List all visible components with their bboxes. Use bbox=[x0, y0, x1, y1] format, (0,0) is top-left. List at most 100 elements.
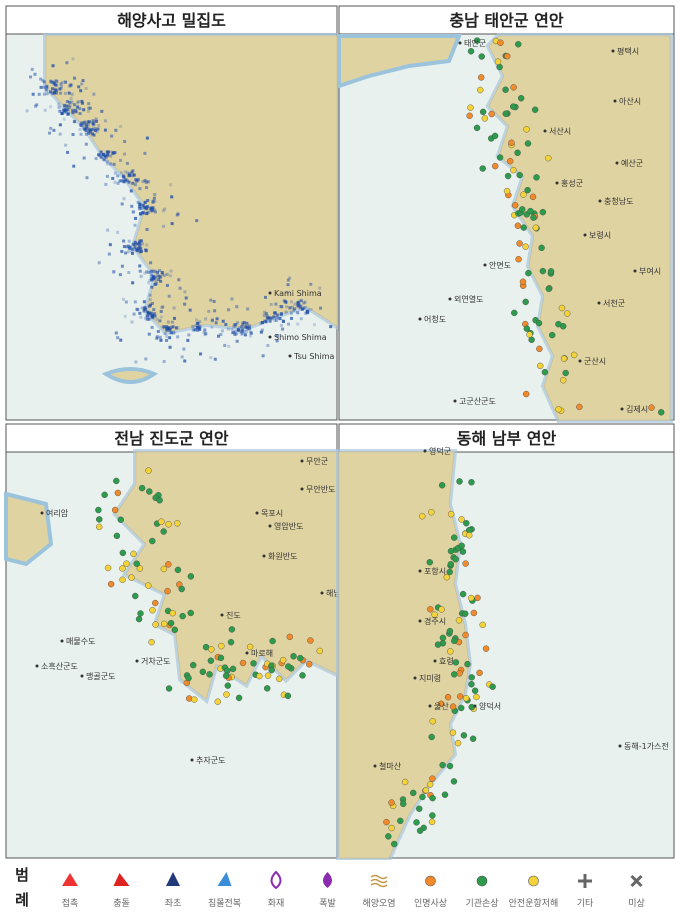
accident-density bbox=[148, 303, 152, 307]
accident-density bbox=[149, 311, 153, 315]
place-label: 여리암 bbox=[46, 508, 69, 518]
accident-marker bbox=[111, 506, 119, 514]
accident-marker bbox=[397, 817, 404, 825]
accident-marker bbox=[276, 675, 283, 683]
place-dot bbox=[320, 591, 324, 595]
accident-density bbox=[285, 305, 289, 309]
accident-marker bbox=[107, 580, 115, 588]
accident-density bbox=[58, 123, 62, 127]
accident-marker bbox=[477, 86, 484, 94]
legend-icon bbox=[578, 874, 592, 888]
accident-marker bbox=[187, 573, 195, 580]
accident-density bbox=[318, 286, 322, 290]
place-label: 경주시 bbox=[424, 616, 446, 626]
place-dot bbox=[578, 359, 582, 363]
accident-density bbox=[309, 308, 313, 312]
accident-density bbox=[169, 325, 173, 329]
accident-density bbox=[127, 239, 131, 243]
accident-marker bbox=[446, 627, 454, 635]
accident-density bbox=[141, 180, 145, 184]
accident-density bbox=[133, 248, 137, 252]
accident-marker bbox=[137, 610, 144, 617]
accident-marker bbox=[459, 590, 467, 598]
accident-marker bbox=[416, 805, 423, 812]
accident-density bbox=[145, 317, 149, 321]
accident-density bbox=[184, 296, 188, 300]
place-dot bbox=[40, 511, 44, 515]
accident-density bbox=[147, 311, 151, 315]
accident-marker bbox=[235, 694, 243, 702]
accident-density bbox=[134, 360, 138, 364]
accident-density bbox=[58, 87, 62, 91]
panel-header bbox=[338, 423, 675, 453]
accident-density bbox=[34, 104, 38, 108]
accident-density bbox=[157, 277, 161, 281]
accident-density bbox=[214, 321, 218, 325]
accident-density bbox=[103, 154, 107, 158]
place-dot bbox=[615, 161, 619, 165]
place-dot bbox=[418, 569, 422, 573]
accident-density bbox=[94, 119, 98, 123]
accident-marker bbox=[429, 718, 436, 725]
accident-density bbox=[143, 200, 147, 204]
panel-title: 동해 남부 연안 bbox=[457, 429, 557, 448]
accident-marker bbox=[428, 509, 435, 516]
accident-marker bbox=[117, 516, 124, 523]
place-label: 어청도 bbox=[424, 314, 446, 324]
accident-density bbox=[65, 61, 69, 65]
accident-marker bbox=[576, 403, 583, 411]
place-label: 보령시 bbox=[589, 231, 611, 240]
accident-density bbox=[163, 207, 167, 211]
accident-density bbox=[97, 124, 101, 128]
accident-marker bbox=[467, 104, 474, 111]
accident-density bbox=[148, 298, 152, 302]
legend-icon bbox=[476, 875, 488, 887]
accident-density bbox=[72, 120, 76, 124]
accident-density bbox=[153, 314, 157, 318]
accident-marker bbox=[504, 172, 512, 180]
accident-density bbox=[191, 328, 195, 332]
accident-density bbox=[300, 307, 304, 311]
accident-marker bbox=[383, 818, 390, 826]
accident-marker bbox=[96, 516, 103, 523]
accident-density bbox=[290, 316, 294, 320]
accident-density bbox=[109, 150, 113, 154]
accident-density bbox=[150, 208, 154, 212]
place-dot bbox=[190, 758, 194, 762]
accident-marker bbox=[535, 319, 543, 327]
accident-density bbox=[145, 212, 149, 216]
accident-density bbox=[54, 87, 58, 91]
accident-density bbox=[127, 250, 131, 254]
accident-density bbox=[138, 311, 142, 315]
accident-density bbox=[210, 318, 214, 322]
accident-density bbox=[282, 299, 286, 303]
accident-marker bbox=[264, 685, 271, 692]
accident-density bbox=[30, 67, 34, 71]
accident-density bbox=[290, 305, 294, 309]
accident-density bbox=[113, 180, 117, 184]
accident-marker bbox=[206, 671, 213, 678]
accident-density bbox=[94, 117, 98, 121]
accident-density bbox=[279, 312, 283, 316]
accident-marker bbox=[449, 729, 457, 736]
accident-density bbox=[74, 108, 78, 112]
accident-density bbox=[144, 307, 148, 311]
accident-density bbox=[114, 331, 118, 335]
accident-density bbox=[219, 333, 223, 337]
accident-marker bbox=[239, 659, 247, 667]
accident-density bbox=[116, 230, 120, 234]
accident-density bbox=[198, 320, 202, 324]
accident-density bbox=[303, 300, 307, 304]
accident-marker bbox=[451, 637, 458, 645]
accident-density bbox=[146, 205, 150, 209]
accident-density bbox=[94, 129, 98, 133]
accident-density bbox=[44, 88, 48, 92]
accident-density bbox=[143, 151, 147, 155]
accident-marker bbox=[96, 523, 103, 531]
accident-density bbox=[86, 130, 90, 134]
accident-marker bbox=[473, 693, 480, 701]
accident-density bbox=[160, 306, 164, 310]
accident-density bbox=[112, 269, 116, 273]
accident-density bbox=[162, 273, 166, 277]
accident-density bbox=[88, 106, 92, 110]
